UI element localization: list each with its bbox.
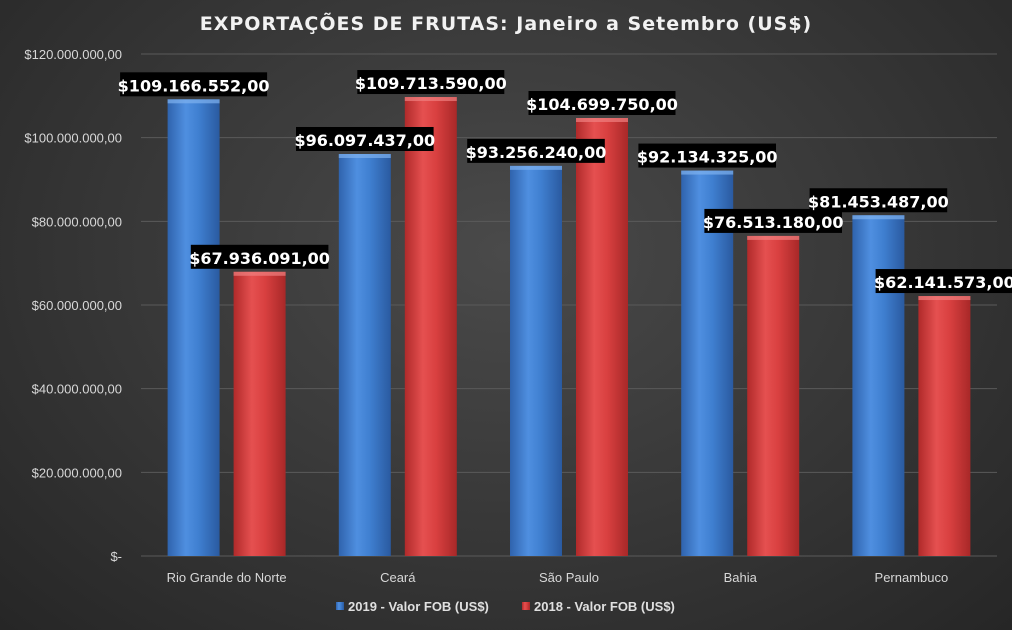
data-label-box xyxy=(875,269,1012,294)
bar-top-highlight xyxy=(747,235,800,240)
data-label-box xyxy=(467,138,605,163)
category-label: São Paulo xyxy=(539,570,599,585)
x-axis-categories: Rio Grande do Norte Ceará São Paulo Bahia Pe… xyxy=(167,570,949,585)
y-tick-label: $40.000.000,00 xyxy=(32,382,122,397)
data-label-box xyxy=(190,244,329,269)
bar-top-highlight xyxy=(918,296,971,301)
data-label: $96.097.437,00 xyxy=(294,131,435,150)
category-label: Ceará xyxy=(380,570,416,585)
bar-top-highlight xyxy=(510,165,562,170)
data-label: $104.699.750,00 xyxy=(526,95,678,114)
data-label-box xyxy=(296,126,434,151)
bar-2018 xyxy=(918,296,971,556)
y-tick-label: $- xyxy=(110,549,122,564)
bar-2018 xyxy=(747,235,800,556)
data-label: $109.713.590,00 xyxy=(355,74,507,93)
y-tick-label: $100.000.000,00 xyxy=(24,131,122,146)
bar-top-highlight xyxy=(576,118,628,123)
bar-top-highlight xyxy=(338,153,391,158)
data-labels: $109.166.552,00 $67.936.091,00 $96.097.437… xyxy=(118,70,1012,294)
data-label: $93.256.240,00 xyxy=(466,143,607,162)
bar-2018 xyxy=(404,97,457,556)
bar-2018 xyxy=(233,271,286,556)
legend: 2019 - Valor FOB (US$) 2018 - Valor FOB (… xyxy=(336,599,675,614)
y-tick-label: $120.000.000,00 xyxy=(24,47,122,62)
bar-top-highlight xyxy=(167,99,220,104)
category-label: Pernambuco xyxy=(875,570,949,585)
y-axis-ticks: $- $20.000.000,00 $40.000.000,00 $60.000.00… xyxy=(24,47,122,564)
data-label: $92.134.325,00 xyxy=(637,148,778,167)
data-label-box xyxy=(638,143,776,168)
bar-top-highlight xyxy=(852,215,905,220)
bar-2019 xyxy=(681,170,734,556)
bar-2019 xyxy=(510,165,562,557)
bar-2018 xyxy=(576,118,628,556)
bars xyxy=(167,97,971,557)
y-tick-label: $80.000.000,00 xyxy=(32,214,122,229)
legend-swatch xyxy=(522,602,530,610)
bar-top-highlight xyxy=(233,271,286,276)
legend-label: 2019 - Valor FOB (US$) xyxy=(348,599,489,614)
y-tick-label: $60.000.000,00 xyxy=(32,298,122,313)
data-label: $81.453.487,00 xyxy=(808,192,949,211)
bar-2019 xyxy=(338,153,391,557)
data-label: $67.936.091,00 xyxy=(189,249,330,268)
data-label-box xyxy=(528,91,676,116)
data-label: $76.513.180,00 xyxy=(703,213,844,232)
chart-title: EXPORTAÇÕES DE FRUTAS: Janeiro a Setembr… xyxy=(200,11,813,35)
data-label: $109.166.552,00 xyxy=(118,76,270,95)
category-label: Bahia xyxy=(724,570,758,585)
y-tick-label: $20.000.000,00 xyxy=(32,465,122,480)
data-label-box xyxy=(809,188,948,213)
data-label-box xyxy=(704,208,842,233)
legend-label: 2018 - Valor FOB (US$) xyxy=(534,599,675,614)
legend-swatch xyxy=(336,602,344,610)
data-label: $62.141.573,00 xyxy=(874,273,1012,292)
bar-top-highlight xyxy=(681,170,734,175)
data-label-box xyxy=(120,72,268,97)
bar-2019 xyxy=(852,215,905,556)
data-label-box xyxy=(357,70,505,95)
category-label: Rio Grande do Norte xyxy=(167,570,287,585)
bar-top-highlight xyxy=(404,97,457,102)
bar-2019 xyxy=(167,99,220,557)
